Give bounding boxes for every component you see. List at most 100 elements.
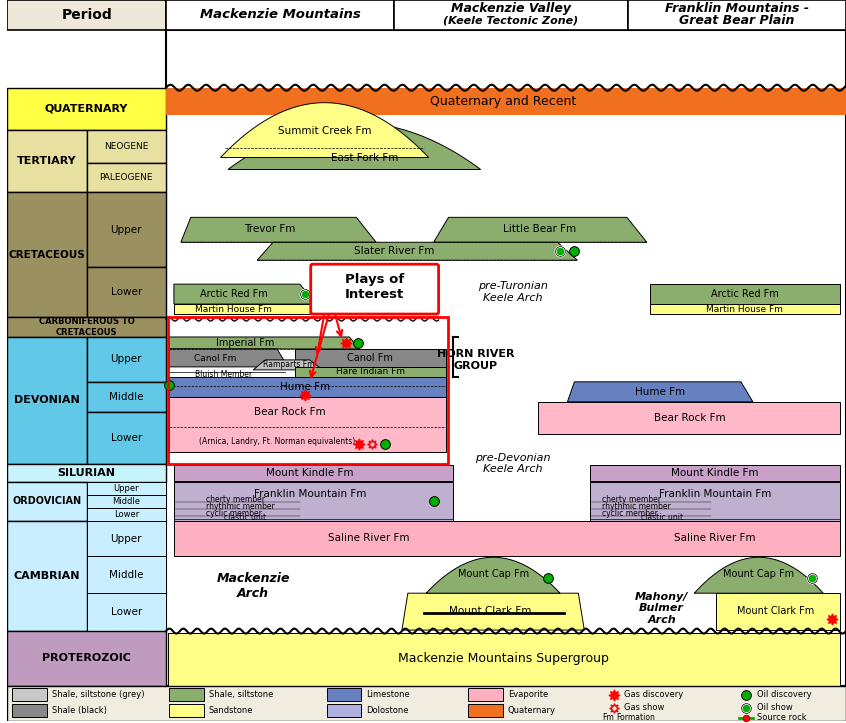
Text: Lower: Lower	[111, 432, 142, 442]
Text: NEOGENE: NEOGENE	[104, 142, 149, 150]
Text: Upper: Upper	[111, 354, 142, 364]
Bar	[8, 0, 166, 30]
Text: Source rock: Source rock	[757, 714, 806, 722]
Bar	[168, 317, 448, 463]
Polygon shape	[174, 284, 316, 304]
Bar	[86, 593, 166, 631]
Bar	[8, 129, 86, 192]
Text: DEVONIAN: DEVONIAN	[14, 395, 80, 406]
Bar	[166, 87, 846, 115]
Polygon shape	[221, 103, 429, 158]
Bar	[86, 482, 166, 495]
Text: Arctic Red Fm: Arctic Red Fm	[711, 289, 779, 299]
Polygon shape	[257, 242, 577, 260]
FancyBboxPatch shape	[310, 264, 438, 314]
Text: Gas discovery: Gas discovery	[624, 690, 684, 699]
Text: Martin House Fm: Martin House Fm	[706, 304, 783, 314]
Text: Plays of
Interest: Plays of Interest	[344, 273, 404, 301]
Text: Mackenzie Mountains Supergroup: Mackenzie Mountains Supergroup	[398, 652, 608, 665]
Text: Mackenzie Mountains: Mackenzie Mountains	[200, 9, 360, 22]
Text: Mount Cap Fm: Mount Cap Fm	[458, 569, 529, 579]
Bar	[628, 0, 846, 30]
Bar	[86, 129, 166, 163]
Polygon shape	[402, 593, 585, 630]
Text: Lower: Lower	[111, 607, 142, 617]
Polygon shape	[650, 304, 840, 314]
Text: cyclic member: cyclic member	[602, 509, 658, 518]
Text: Martin House Fm: Martin House Fm	[195, 304, 272, 314]
Text: Mount Clark Fm: Mount Clark Fm	[737, 606, 814, 616]
Bar	[86, 382, 166, 412]
Polygon shape	[169, 377, 446, 397]
Bar	[8, 192, 86, 317]
Text: cherty member: cherty member	[602, 495, 661, 504]
Text: Lower: Lower	[111, 287, 142, 297]
Text: Franklin Mountain Fm: Franklin Mountain Fm	[659, 489, 772, 498]
Text: Limestone: Limestone	[366, 690, 410, 699]
Polygon shape	[181, 218, 376, 242]
Polygon shape	[295, 367, 446, 377]
Bar	[13, 688, 47, 701]
Text: Shale, siltstone (grey): Shale, siltstone (grey)	[52, 690, 145, 699]
Text: ORDOVICIAN: ORDOVICIAN	[13, 497, 81, 507]
Polygon shape	[295, 349, 446, 367]
Polygon shape	[591, 482, 840, 521]
Text: Gas show: Gas show	[624, 703, 664, 712]
Text: Mahony/
Bulmer
Arch: Mahony/ Bulmer Arch	[635, 591, 689, 625]
Text: Period: Period	[61, 8, 112, 22]
Text: Mackenzie Valley: Mackenzie Valley	[451, 2, 571, 15]
Polygon shape	[169, 397, 446, 452]
Polygon shape	[253, 360, 322, 370]
Polygon shape	[174, 482, 453, 521]
Text: Formation: Formation	[616, 714, 655, 722]
Text: Hare Indian Fm: Hare Indian Fm	[336, 367, 404, 377]
Bar	[86, 337, 166, 382]
Text: Oil show: Oil show	[757, 703, 793, 712]
Text: Middle: Middle	[109, 392, 144, 402]
Polygon shape	[717, 593, 840, 630]
Text: cyclic member: cyclic member	[206, 509, 261, 518]
Polygon shape	[174, 521, 840, 556]
Polygon shape	[591, 465, 840, 481]
Text: East Fork Fm: East Fork Fm	[331, 153, 398, 163]
Text: QUATERNARY: QUATERNARY	[45, 103, 129, 114]
Bar	[86, 495, 166, 508]
Bar	[327, 688, 361, 701]
Text: Upper: Upper	[113, 484, 139, 493]
Text: Ramparts Fm: Ramparts Fm	[263, 360, 315, 369]
Text: Great Bear Plain: Great Bear Plain	[679, 14, 794, 27]
Bar	[166, 30, 846, 686]
Text: Upper: Upper	[111, 225, 142, 235]
Text: Mackenzie
Arch: Mackenzie Arch	[217, 572, 290, 600]
Text: Middle: Middle	[113, 497, 140, 507]
Text: Shale (black): Shale (black)	[52, 706, 107, 715]
Text: Canol Fm: Canol Fm	[195, 354, 237, 364]
Text: Mount Kindle Fm: Mount Kindle Fm	[266, 468, 354, 478]
Bar	[86, 556, 166, 593]
Polygon shape	[538, 402, 840, 434]
Text: cherty member: cherty member	[206, 495, 265, 504]
Bar	[327, 704, 361, 716]
Text: Slater River Fm: Slater River Fm	[354, 247, 434, 256]
Text: (Keele Tectonic Zone): (Keele Tectonic Zone)	[443, 16, 579, 26]
Bar	[13, 704, 47, 716]
Text: Fm: Fm	[602, 714, 614, 722]
Text: Saline River Fm: Saline River Fm	[328, 534, 410, 544]
Text: rhythmic member: rhythmic member	[602, 502, 671, 511]
Text: Summit Creek Fm: Summit Creek Fm	[277, 126, 371, 136]
Text: Mount Kindle Fm: Mount Kindle Fm	[672, 468, 759, 478]
Text: CRETACEOUS: CRETACEOUS	[8, 249, 85, 260]
Text: (Arnica, Landry, Ft. Norman equivalents): (Arnica, Landry, Ft. Norman equivalents)	[199, 437, 355, 446]
Polygon shape	[168, 633, 840, 686]
Text: Sandstone: Sandstone	[209, 706, 253, 715]
Text: Franklin Mountains -: Franklin Mountains -	[665, 2, 809, 15]
Text: Franklin Mountain Fm: Franklin Mountain Fm	[254, 489, 366, 498]
Text: pre-Turonian
Keele Arch: pre-Turonian Keele Arch	[478, 281, 548, 303]
Text: Evaporite: Evaporite	[508, 690, 548, 699]
Polygon shape	[695, 557, 823, 593]
Bar	[86, 521, 166, 556]
Text: Dolostone: Dolostone	[366, 706, 409, 715]
Bar	[8, 337, 86, 463]
Polygon shape	[169, 337, 360, 349]
Text: Canol Fm: Canol Fm	[347, 353, 393, 363]
